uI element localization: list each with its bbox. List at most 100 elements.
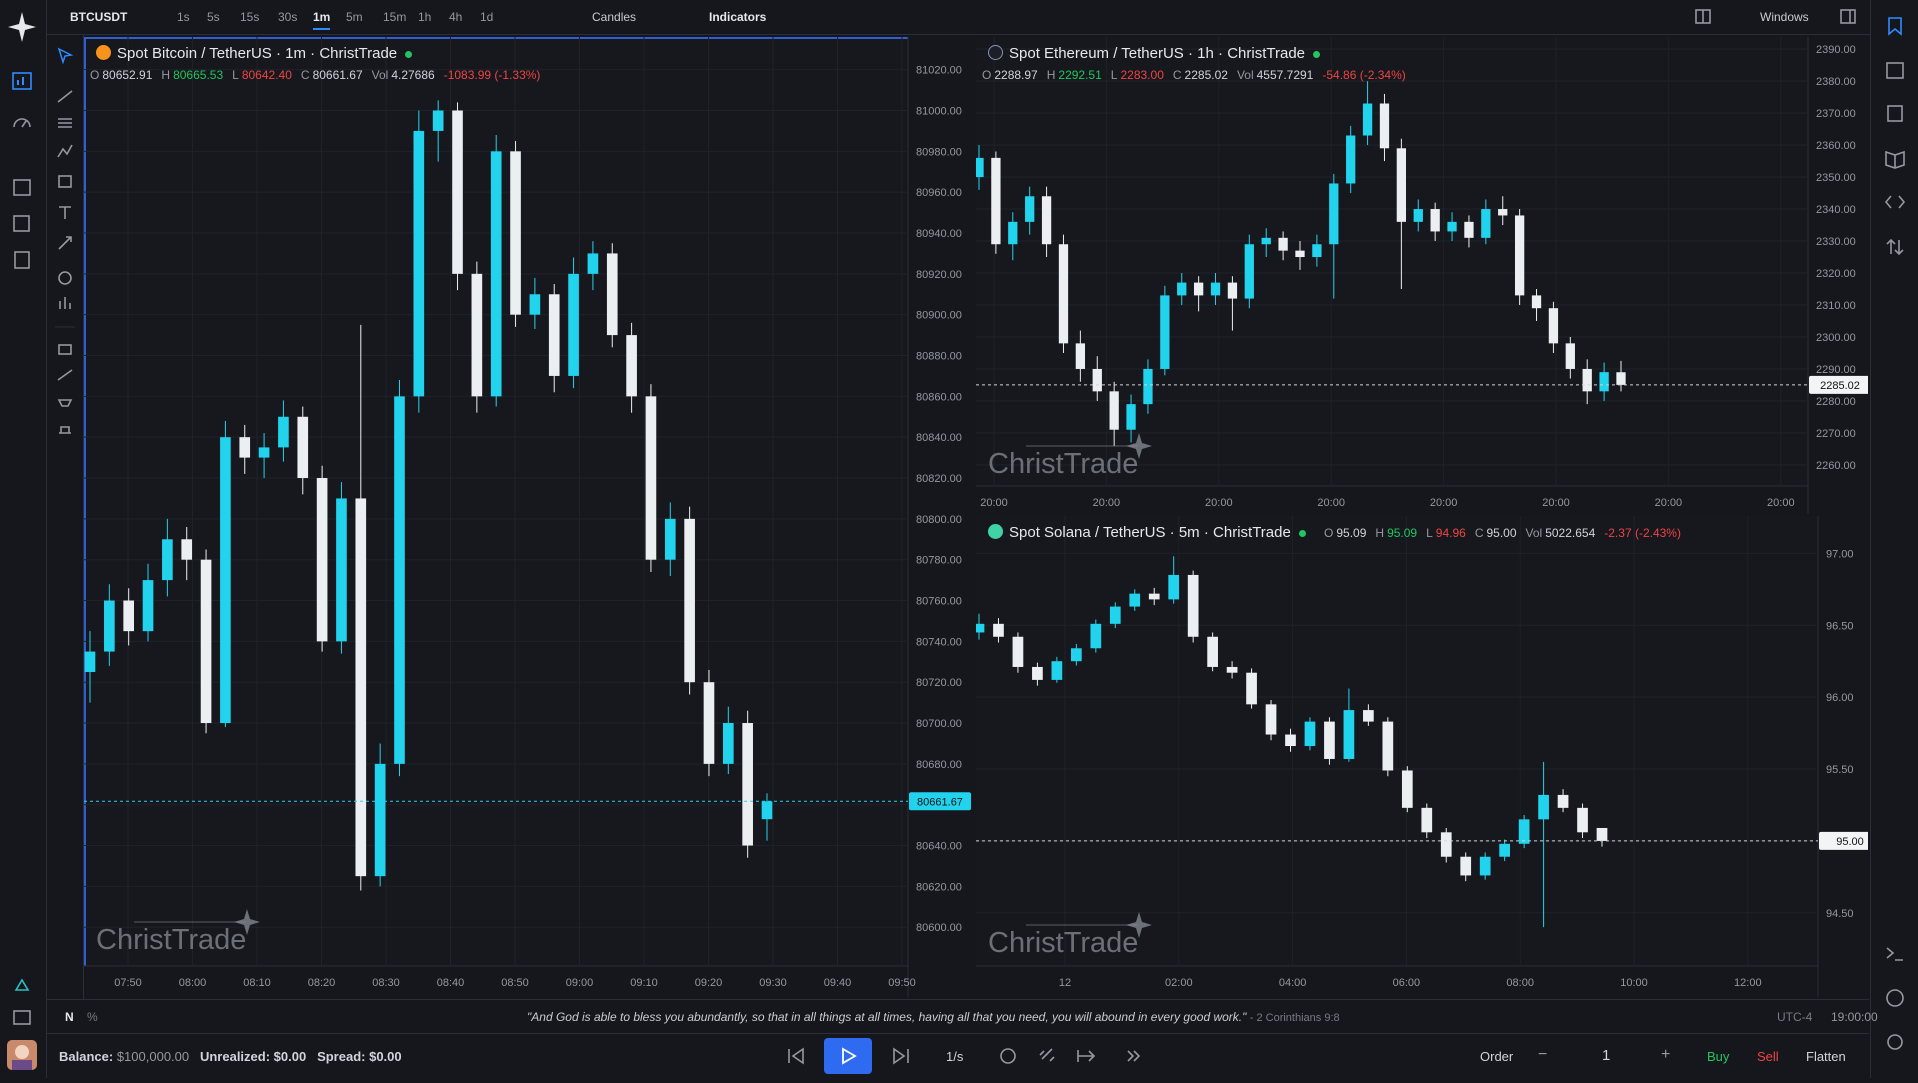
candle-body [84,651,96,672]
link-button[interactable] [1039,1048,1055,1062]
percent-toggle[interactable]: % [87,1010,98,1024]
increase-button[interactable]: + [1661,1046,1671,1063]
quantity[interactable]: 1 [1602,1047,1611,1064]
cursor-tool[interactable] [57,47,74,65]
speed[interactable]: 1/s [946,1049,964,1064]
candle-body [220,437,231,724]
candle-body [1032,666,1043,680]
timeframe-button[interactable]: 15s [240,10,260,24]
folder-icon[interactable] [13,1010,31,1025]
rect-tool[interactable] [58,175,72,188]
clock-button[interactable] [1000,1048,1016,1064]
play-button[interactable] [824,1038,872,1074]
ray-tool[interactable] [57,369,73,381]
decrease-button[interactable]: − [1538,1046,1548,1063]
chart-panel[interactable]: 2260.00 2270.00 2280.00 2290.00 2300.00 2310.… [976,37,1868,514]
watchlist-icon[interactable] [1888,17,1902,36]
change: -1083.99 (-1.33%) [443,68,541,82]
timeframe-button[interactable]: 1m [313,10,331,30]
candle-body [1148,593,1160,600]
ohlc-label: H [1046,68,1056,82]
unrealized-label: Unrealized: [199,1049,271,1064]
candle-body [1460,856,1472,876]
step-forward-button[interactable] [893,1047,909,1065]
step-back-button[interactable] [788,1047,804,1065]
calendar-icon[interactable] [1886,62,1904,79]
journal-icon[interactable] [13,215,30,232]
candle-body [761,801,773,820]
help-icon[interactable] [1886,989,1904,1007]
candle-body [1396,148,1407,222]
candle-body [722,723,734,764]
flatten-button[interactable]: Flatten [1806,1049,1846,1064]
code-icon[interactable] [1884,195,1906,209]
jump-button[interactable] [1077,1050,1096,1062]
timezone[interactable]: UTC-4 [1777,1010,1813,1024]
change: -2.37 (-2.43%) [1604,526,1681,540]
fast-forward-button[interactable] [1127,1050,1141,1062]
candle-body [278,416,289,448]
range-tool[interactable] [58,344,72,355]
path-tool[interactable] [57,144,73,158]
arrow-tool[interactable] [58,236,72,250]
fib-tool[interactable] [58,118,72,128]
timeframe-button[interactable]: 1d [480,10,494,24]
ai-icon[interactable] [14,978,30,991]
candle-body [452,110,463,274]
settings-icon[interactable] [1887,1034,1903,1050]
timeframe-button[interactable]: 1h [418,10,432,24]
notes-icon[interactable] [14,251,30,269]
candle-body [1168,574,1180,600]
status-bar: N % "And God is able to bless you abunda… [47,999,1878,1034]
timeframe-button[interactable]: 5m [346,10,363,24]
avatar[interactable] [7,1040,37,1070]
indicators-button[interactable]: Indicators [709,10,767,24]
text-tool[interactable] [59,206,71,219]
candle-body [1447,221,1457,232]
windows-button[interactable]: Windows [1760,10,1809,24]
buy-button[interactable]: Buy [1707,1049,1730,1064]
timeframe-button[interactable]: 1s [177,10,190,24]
timeframe-button[interactable]: 5s [207,10,220,24]
chart-title: Spot Bitcoin / TetherUS [117,45,272,62]
interval: 5m [1178,524,1200,541]
time-axis [976,486,1808,514]
price-axis [1808,37,1868,514]
measure-tool[interactable] [58,271,72,285]
y-tick-label: 2350.00 [1816,172,1856,184]
trash-tool[interactable] [59,426,71,434]
terminal-icon[interactable] [1886,947,1903,961]
volume-tool[interactable] [59,297,71,309]
sort-icon[interactable] [1886,238,1904,256]
timeframe-button[interactable]: 4h [449,10,463,24]
layout-icon[interactable] [1695,9,1711,25]
chart-style-button[interactable]: Candles [592,10,637,24]
y-tick-label: 2390.00 [1816,44,1856,56]
notes-icon[interactable] [1887,105,1903,122]
x-tick-label: 09:10 [630,977,658,989]
gauge-icon[interactable] [13,118,31,128]
candle-body [413,130,425,397]
timeframe-button[interactable]: 15m [383,10,407,24]
candle-body [181,539,193,560]
logo[interactable] [8,12,36,42]
interval: 1m [285,45,306,62]
calendar-icon[interactable] [13,179,31,196]
panel-icon[interactable] [1840,9,1856,25]
symbol-button[interactable]: BTCUSDT [70,10,128,24]
timeframe-button[interactable]: 30s [278,10,298,24]
candle-body [1324,721,1335,759]
magnet-tool[interactable] [57,399,73,407]
x-tick-label: 12 [1059,977,1071,989]
line-tool[interactable] [57,90,73,103]
x-tick-label: 09:30 [759,977,787,989]
y-tick-label: 80960.00 [916,187,962,199]
y-tick-label: 80740.00 [916,636,962,648]
book-icon[interactable] [1885,150,1905,169]
mode-toggle[interactable]: N [65,1010,74,1024]
sell-button[interactable]: Sell [1757,1049,1779,1064]
chart-panel[interactable]: 94.50 95.00 95.50 96.00 96.50 97.00 12 02:00 04:… [976,516,1868,997]
chart-panel[interactable]: 80600.0080620.0080640.0080660.0080680.00… [84,37,975,997]
ohlc-label: C [1474,526,1484,540]
chart-nav-icon[interactable] [12,72,32,90]
